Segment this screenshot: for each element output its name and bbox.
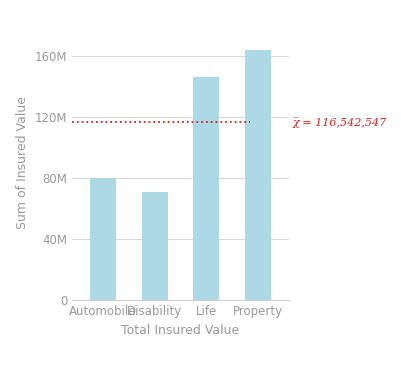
Text: χ̅ = 116,542,547: χ̅ = 116,542,547 bbox=[293, 117, 387, 128]
Bar bbox=[142, 192, 168, 300]
Bar bbox=[245, 50, 271, 300]
X-axis label: Total Insured Value: Total Insured Value bbox=[122, 324, 239, 336]
Bar bbox=[193, 78, 219, 300]
Bar bbox=[90, 178, 116, 300]
Y-axis label: Sum of Insured Value: Sum of Insured Value bbox=[16, 96, 29, 229]
